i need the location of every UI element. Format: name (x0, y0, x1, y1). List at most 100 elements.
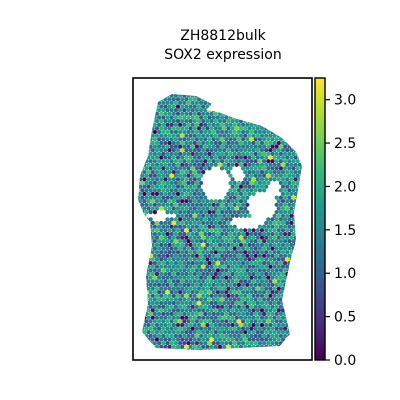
expression-spot (224, 122, 229, 127)
expression-spot (274, 319, 279, 324)
expression-spot (186, 100, 191, 105)
expression-spot (230, 199, 235, 204)
expression-spot (247, 191, 252, 196)
expression-spot (236, 144, 241, 149)
expression-spot (224, 137, 229, 142)
expression-spot (245, 239, 250, 244)
expression-spot (171, 206, 176, 211)
expression-spot (266, 253, 271, 258)
expression-spot (142, 191, 147, 196)
expression-spot (178, 246, 183, 251)
expression-spot (264, 155, 269, 160)
expression-spot (205, 206, 210, 211)
expression-spot (186, 173, 191, 178)
expression-spot (190, 129, 195, 135)
expression-spot (268, 155, 273, 160)
expression-spot (171, 104, 176, 109)
expression-spot (178, 217, 183, 222)
expression-spot (207, 151, 212, 156)
expression-spot (257, 290, 262, 295)
expression-spot (289, 191, 294, 196)
expression-spot (171, 228, 176, 233)
expression-spot (253, 231, 258, 237)
expression-spot (220, 261, 225, 266)
expression-spot (186, 246, 191, 251)
expression-spot (253, 173, 258, 178)
expression-spot (201, 315, 206, 320)
expression-spot (146, 308, 151, 313)
expression-spot (165, 297, 170, 302)
expression-spot (201, 104, 206, 109)
expression-spot (220, 210, 225, 215)
expression-spot (146, 286, 151, 291)
expression-spot (230, 228, 235, 233)
expression-spot (268, 250, 273, 255)
expression-spot (184, 315, 189, 320)
expression-spot (230, 235, 235, 240)
expression-spot (264, 170, 269, 175)
expression-spot (226, 148, 231, 153)
expression-spot (190, 180, 195, 186)
expression-spot (184, 148, 189, 153)
expression-spot (196, 140, 202, 146)
expression-spot (171, 170, 176, 175)
expression-spot (199, 239, 204, 244)
expression-spot (192, 162, 197, 167)
expression-spot (190, 319, 195, 324)
expression-spot (226, 213, 231, 218)
expression-spot (152, 210, 157, 215)
expression-spot (232, 268, 237, 273)
expression-spot (180, 220, 185, 226)
expression-spot (268, 286, 273, 291)
expression-spot (224, 224, 229, 229)
expression-spot (165, 275, 170, 280)
expression-spot (230, 286, 235, 291)
expression-spot (262, 268, 267, 273)
expression-spot (257, 326, 262, 331)
expression-spot (171, 97, 176, 102)
expression-spot (238, 264, 244, 269)
expression-spot (192, 155, 197, 160)
expression-spot (262, 159, 267, 164)
expression-spot (188, 213, 193, 218)
expression-spot (228, 188, 233, 193)
expression-spot (196, 315, 202, 320)
expression-spot (217, 148, 223, 153)
expression-spot (154, 126, 160, 131)
expression-spot (266, 290, 271, 295)
expression-spot (230, 264, 235, 269)
expression-spot (266, 341, 271, 346)
expression-spot (249, 319, 254, 324)
expression-spot (259, 170, 265, 175)
expression-spot (215, 333, 220, 338)
expression-spot (209, 162, 214, 167)
expression-spot (224, 275, 229, 280)
expression-spot (163, 330, 168, 335)
expression-spot (222, 119, 227, 124)
expression-spot (241, 275, 246, 280)
expression-spot (262, 129, 267, 135)
expression-spot (152, 151, 157, 156)
expression-spot (144, 180, 149, 186)
expression-spot (264, 228, 269, 233)
expression-spot (241, 144, 246, 149)
expression-spot (234, 184, 239, 189)
expression-spot (234, 271, 239, 277)
expression-spot (241, 333, 246, 338)
expression-spot (182, 166, 187, 171)
expression-spot (171, 199, 176, 204)
expression-spot (241, 253, 246, 258)
expression-spot (199, 195, 204, 200)
expression-spot (173, 166, 178, 171)
expression-spot (186, 282, 191, 287)
expression-spot (289, 235, 294, 240)
expression-spot (152, 202, 157, 207)
expression-spot (272, 293, 277, 298)
expression-spot (289, 155, 294, 160)
expression-spot (154, 337, 160, 342)
expression-spot (207, 137, 212, 142)
expression-spot (215, 231, 220, 237)
expression-spot (194, 326, 199, 331)
expression-spot (278, 311, 283, 317)
colorbar-ticks: 0.00.51.01.52.02.53.0 (325, 93, 356, 369)
